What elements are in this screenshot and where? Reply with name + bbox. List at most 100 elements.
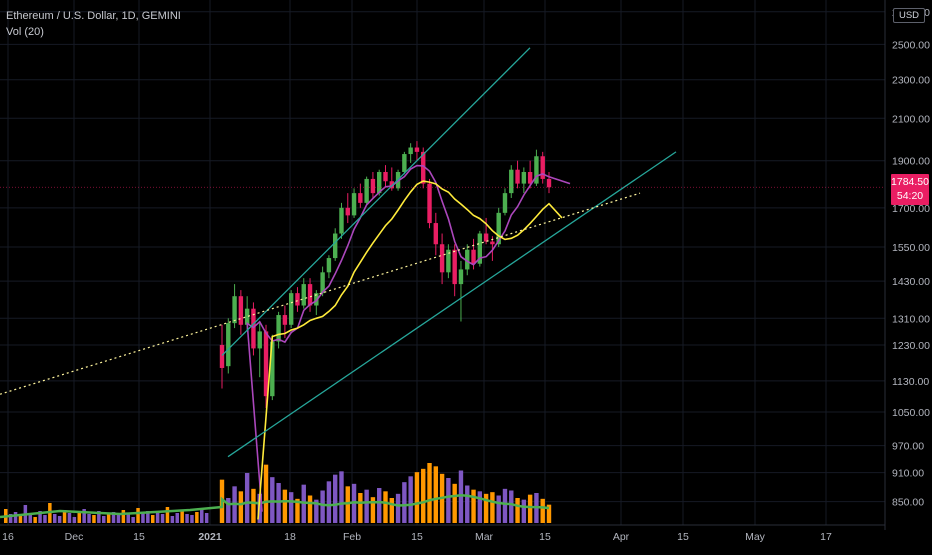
volume-bar [383, 491, 388, 523]
volume-bar [151, 515, 155, 523]
volume-bar [160, 514, 165, 523]
volume-bar [433, 466, 439, 523]
price-tick-label: 1700.00 [892, 203, 930, 215]
price-tick-label: 1550.00 [892, 242, 930, 254]
volume-bar [111, 512, 116, 523]
volume-bar [141, 513, 145, 523]
volume-bar [339, 471, 344, 523]
volume-bar [377, 488, 382, 523]
volume-bar [244, 473, 250, 523]
candle-body [377, 171, 382, 194]
volume-bar [204, 513, 209, 523]
price-tick-label: 1900.00 [892, 156, 930, 168]
candle-body [244, 308, 250, 325]
volume-bar [427, 463, 432, 523]
currency-badge[interactable]: USD [893, 8, 925, 23]
volume-bar [116, 515, 121, 523]
volume-bar [345, 486, 350, 523]
price-tick-label: 2300.00 [892, 75, 930, 87]
candle-body [270, 341, 275, 397]
candle-body [314, 293, 319, 306]
volume-bar [8, 514, 13, 523]
time-tick-label: 2021 [198, 531, 222, 543]
volume-bar [458, 470, 464, 523]
price-tick-label: 1430.00 [892, 276, 930, 288]
volume-bar [67, 513, 72, 523]
candle-body [238, 296, 244, 325]
symbol-title[interactable]: Ethereum / U.S. Dollar, 1D, GEMINI [6, 10, 181, 22]
volume-bar [82, 509, 86, 523]
candle-body [421, 151, 426, 184]
volume-bar [92, 515, 96, 523]
candle-body [496, 212, 501, 245]
volume-bar [195, 512, 199, 523]
candle-body [490, 241, 495, 245]
candle-body [226, 323, 231, 367]
volume-bar [446, 478, 451, 523]
volume-bar [502, 488, 508, 523]
candle-body [446, 249, 451, 273]
volume-bar [38, 511, 42, 523]
time-tick-label: Mar [475, 531, 494, 543]
candle-body [251, 308, 256, 349]
volume-bar [200, 509, 204, 523]
candle-body [370, 178, 376, 194]
time-tick-label: 16 [2, 531, 14, 543]
time-tick-label: May [745, 531, 766, 543]
candle-body [534, 156, 539, 184]
time-tick-label: Feb [343, 531, 361, 543]
candle-body [263, 331, 269, 397]
price-tick-label: 1130.00 [892, 376, 929, 388]
time-tick-label: 15 [677, 531, 689, 543]
candle-body [307, 284, 313, 306]
candle-body [320, 272, 325, 294]
volume-bar [87, 514, 91, 523]
ma-slow-line [257, 180, 563, 520]
candle-body [358, 193, 363, 203]
current-price-label: 1784.50 54:20 [891, 174, 929, 205]
volume-bar [358, 493, 363, 523]
volume-bar [364, 489, 369, 523]
volume-bar [295, 498, 300, 523]
time-tick-label: Dec [65, 531, 84, 543]
volume-bar [490, 492, 495, 523]
candle-body [483, 233, 489, 242]
candle-body [521, 171, 527, 184]
volume-bar [190, 515, 194, 523]
volume-bar [72, 517, 77, 523]
volume-bar [170, 516, 175, 523]
candle-body [452, 249, 457, 285]
candle-body [509, 169, 514, 194]
volume-bar [370, 497, 376, 523]
price-tick-label: 1230.00 [892, 340, 930, 352]
volume-bar [106, 513, 111, 523]
volume-indicator-label[interactable]: Vol (20) [6, 26, 44, 38]
price-tick-label: 2500.00 [892, 39, 930, 51]
volume-bar [175, 513, 179, 523]
chart-legend: Ethereum / U.S. Dollar, 1D, GEMINI Vol (… [6, 8, 181, 40]
volume-bar [270, 477, 275, 523]
volume-bar [521, 499, 527, 523]
candle-body [427, 183, 432, 224]
volume-bar [496, 495, 501, 523]
volume-bar [180, 511, 184, 523]
candle-body [383, 171, 388, 182]
volume-bar [389, 498, 394, 523]
volume-bar [402, 482, 407, 523]
volume-bar [515, 498, 520, 523]
volume-bar [165, 507, 170, 523]
volume-bar [251, 488, 256, 523]
volume-bar [33, 517, 37, 523]
volume-bar [546, 504, 552, 523]
price-tick-label: 910.00 [892, 468, 924, 480]
volume-bar [146, 511, 150, 523]
price-tick-label: 970.00 [892, 441, 924, 453]
candle-body [219, 344, 225, 368]
volume-bar [414, 472, 420, 523]
candle-body [540, 156, 545, 179]
volume-bar [13, 512, 18, 523]
volume-bar [136, 508, 140, 523]
time-tick-label: 18 [284, 531, 296, 543]
